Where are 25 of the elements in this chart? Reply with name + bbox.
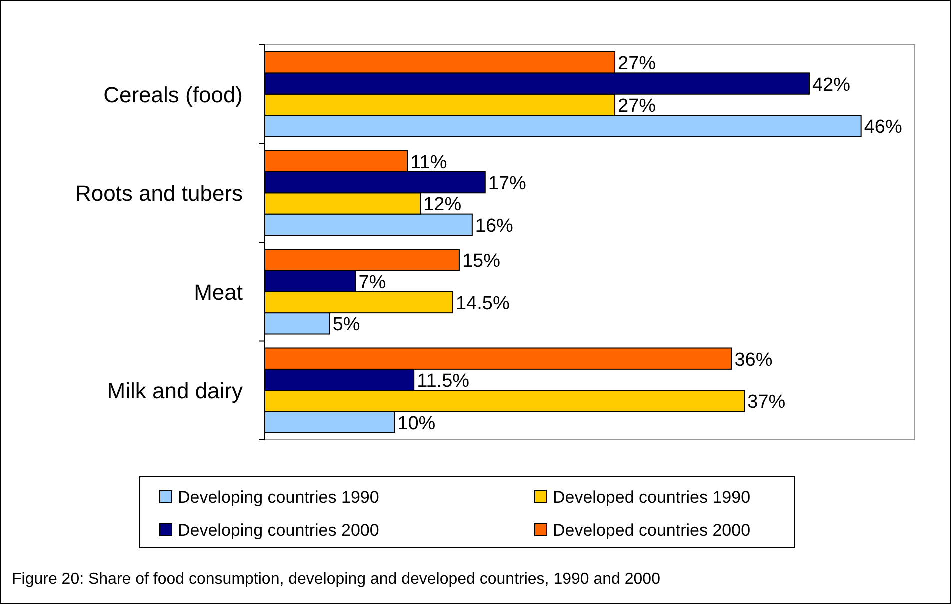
legend-label: Developing countries 1990 (178, 488, 380, 507)
y-tick-label: Cereals (food) (104, 82, 243, 108)
data-label: 11% (410, 152, 448, 174)
data-label: 10% (398, 413, 436, 434)
data-label: 12% (424, 194, 462, 216)
data-label: 14.5% (456, 293, 510, 314)
data-label: 17% (488, 174, 527, 195)
text: Figure 20: Share of food consumption, developing and developed countries, 1990 and 2000 (12, 571, 661, 588)
y-tick-label: Meat (194, 280, 243, 305)
data-label: 27% (618, 54, 656, 75)
data-label: 46% (864, 117, 902, 138)
legend-label: Developed countries 2000 (553, 521, 751, 540)
legend-label: Developed countries 1990 (553, 488, 751, 507)
data-label: 27% (618, 96, 656, 117)
data-label: 15% (462, 251, 501, 272)
data-label: 37% (748, 392, 786, 414)
data-label: 36% (734, 350, 773, 371)
data-label: 16% (475, 216, 514, 237)
data-label: 5% (332, 314, 360, 336)
legend-label: Developing countries 2000 (178, 521, 380, 540)
data-label: 42% (812, 74, 851, 96)
data-label: 7% (358, 272, 386, 294)
y-tick-label: Roots and tubers (75, 181, 243, 206)
y-tick-label: Milk and dairy (107, 378, 243, 404)
data-label: 11.5% (417, 371, 470, 392)
